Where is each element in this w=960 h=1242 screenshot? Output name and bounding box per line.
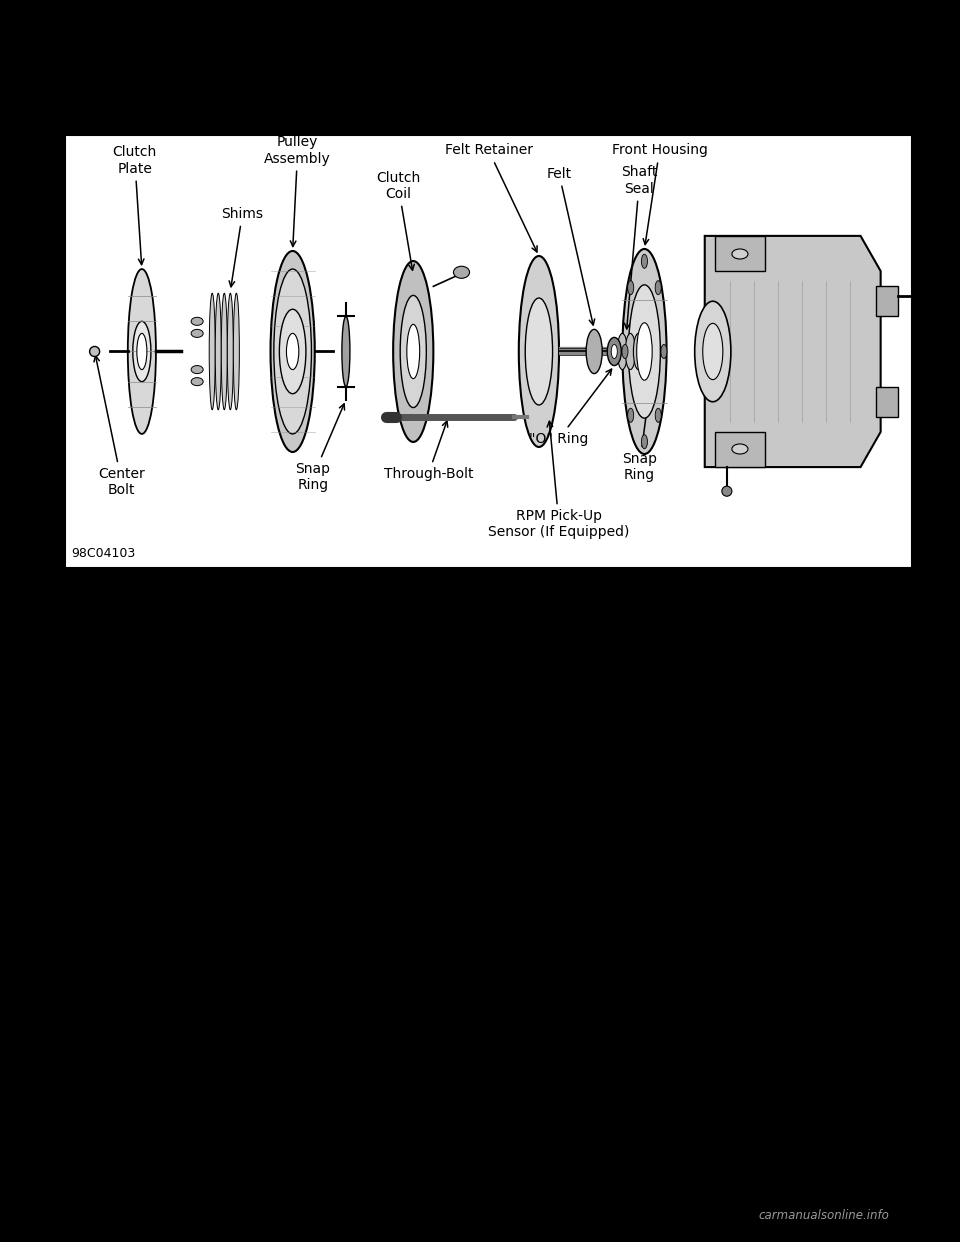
- Ellipse shape: [625, 333, 636, 370]
- Ellipse shape: [622, 344, 628, 359]
- Ellipse shape: [233, 293, 239, 410]
- Ellipse shape: [634, 333, 643, 370]
- Ellipse shape: [703, 323, 723, 380]
- Ellipse shape: [722, 486, 732, 497]
- Text: Through-Bolt: Through-Bolt: [384, 421, 473, 481]
- Text: "O" Ring: "O" Ring: [529, 369, 612, 446]
- Ellipse shape: [617, 333, 627, 370]
- Ellipse shape: [128, 270, 156, 433]
- Ellipse shape: [221, 293, 228, 410]
- Text: 98C04103: 98C04103: [71, 546, 135, 560]
- Ellipse shape: [628, 281, 634, 294]
- Ellipse shape: [191, 378, 204, 386]
- Bar: [65, 135, 912, 568]
- Ellipse shape: [525, 298, 553, 405]
- Ellipse shape: [660, 344, 667, 359]
- Ellipse shape: [587, 329, 602, 374]
- Text: Center
Bolt: Center Bolt: [94, 356, 145, 497]
- Text: Felt Retainer: Felt Retainer: [444, 144, 537, 252]
- Bar: [876, 286, 898, 317]
- Ellipse shape: [89, 347, 100, 356]
- Text: Front Housing: Front Housing: [612, 144, 708, 245]
- Ellipse shape: [271, 251, 315, 452]
- Ellipse shape: [279, 309, 306, 394]
- Ellipse shape: [732, 248, 748, 260]
- Ellipse shape: [647, 322, 654, 381]
- Ellipse shape: [695, 302, 731, 401]
- Ellipse shape: [655, 409, 661, 422]
- Ellipse shape: [628, 409, 634, 422]
- Ellipse shape: [732, 443, 748, 455]
- Ellipse shape: [191, 329, 204, 338]
- Text: Felt: Felt: [546, 166, 594, 325]
- Ellipse shape: [400, 296, 426, 407]
- Ellipse shape: [394, 261, 433, 442]
- Ellipse shape: [641, 255, 647, 268]
- Text: Pulley
Assembly: Pulley Assembly: [264, 135, 331, 246]
- Ellipse shape: [608, 338, 621, 365]
- Ellipse shape: [132, 322, 151, 381]
- Text: Snap
Ring: Snap Ring: [622, 386, 657, 482]
- Ellipse shape: [209, 293, 215, 410]
- Text: Shims: Shims: [222, 207, 263, 287]
- Text: carmanualsonline.info: carmanualsonline.info: [758, 1210, 889, 1222]
- Ellipse shape: [191, 317, 204, 325]
- Ellipse shape: [191, 365, 204, 374]
- Ellipse shape: [641, 435, 647, 448]
- Ellipse shape: [228, 293, 233, 410]
- Polygon shape: [715, 236, 765, 271]
- Ellipse shape: [929, 293, 937, 299]
- Ellipse shape: [286, 333, 299, 370]
- Polygon shape: [715, 432, 765, 467]
- Ellipse shape: [916, 291, 930, 302]
- Text: Clutch
Plate: Clutch Plate: [112, 145, 156, 265]
- Text: Clutch
Coil: Clutch Coil: [376, 170, 420, 271]
- Text: Shaft
Seal: Shaft Seal: [621, 165, 658, 329]
- Ellipse shape: [518, 256, 559, 447]
- Ellipse shape: [407, 324, 420, 379]
- Ellipse shape: [137, 333, 147, 370]
- Polygon shape: [705, 236, 880, 467]
- Ellipse shape: [622, 248, 666, 455]
- Bar: [876, 386, 898, 417]
- Ellipse shape: [342, 317, 350, 386]
- Ellipse shape: [636, 323, 652, 380]
- Ellipse shape: [612, 344, 617, 359]
- Ellipse shape: [655, 281, 661, 294]
- Text: RPM Pick-Up
Sensor (If Equipped): RPM Pick-Up Sensor (If Equipped): [489, 421, 630, 539]
- Ellipse shape: [629, 284, 660, 419]
- Ellipse shape: [274, 270, 311, 433]
- Ellipse shape: [453, 266, 469, 278]
- Text: Snap
Ring: Snap Ring: [296, 404, 345, 492]
- Ellipse shape: [215, 293, 221, 410]
